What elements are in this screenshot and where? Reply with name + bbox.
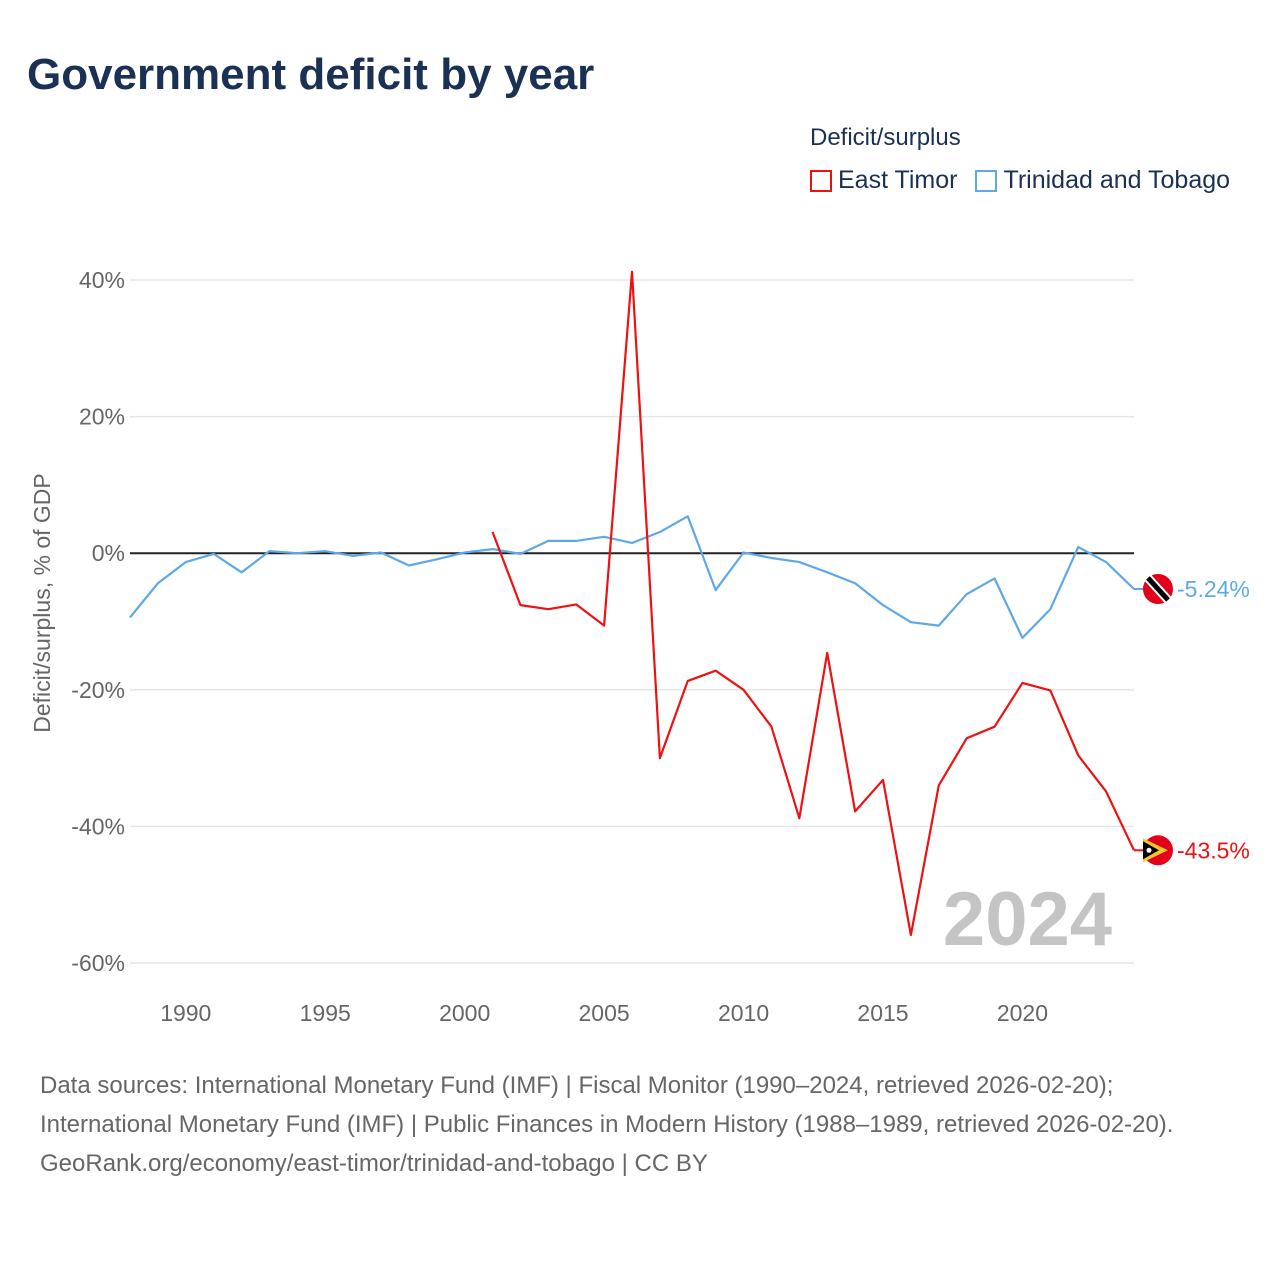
y-tick-label: -60% [71,950,125,976]
x-tick-label: 2020 [997,1000,1048,1026]
x-tick-label: 2005 [579,1000,630,1026]
x-tick-label: 1995 [300,1000,351,1026]
legend: East Timor Trinidad and Tobago [810,166,1230,195]
source-notes: Data sources: International Monetary Fun… [40,1066,1240,1183]
x-tick-label: 1990 [160,1000,211,1026]
legend-item-east-timor[interactable]: East Timor [810,166,957,195]
series-line-east-timor[interactable] [491,270,1135,937]
legend-swatch-blue [975,169,998,192]
attribution-link[interactable]: GeoRank.org/economy/east-timor/trinidad-… [40,1150,708,1177]
trinidad-flag-icon [1143,573,1173,604]
legend-title: Deficit/surplus [810,124,961,151]
legend-label: Trinidad and Tobago [1003,166,1231,194]
y-tick-label: 20% [79,404,125,430]
year-watermark: 2024 [943,877,1112,962]
legend-swatch-red [810,169,832,192]
y-tick-label: 0% [92,540,125,566]
series-line-trinidad-and-tobago[interactable] [129,515,1135,639]
x-tick-label: 2010 [718,1000,769,1026]
x-tick-label: 2000 [439,1000,490,1026]
legend-label: East Timor [838,166,958,194]
end-value-label: -5.24% [1177,576,1250,602]
y-tick-label: 40% [79,267,125,293]
data-sources: Data sources: International Monetary Fun… [40,1072,1174,1138]
end-value-label: -43.5% [1177,837,1250,863]
line-chart: 40% 20% 0% -20% -40% -60% 1990 1995 2000 2005 2010… [29,267,1250,1026]
y-axis-label: Deficit/surplus, % of GDP [29,473,55,732]
legend-item-trinidad[interactable]: Trinidad and Tobago [975,166,1230,195]
y-tick-label: -20% [71,677,125,703]
chart-title: Government deficit by year [27,50,595,99]
x-tick-label: 2015 [857,1000,908,1026]
y-tick-label: -40% [71,813,125,839]
east-timor-flag-icon [1143,835,1173,866]
